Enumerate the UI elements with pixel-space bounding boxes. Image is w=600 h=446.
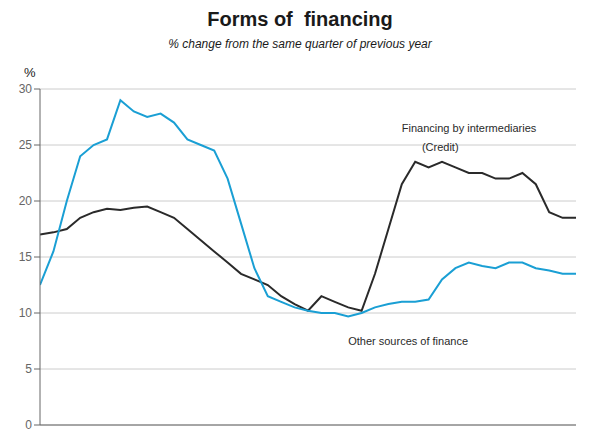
html-text:Forms of financing: Forms of financing: [207, 8, 393, 30]
svg-text:5: 5: [25, 362, 32, 376]
svg-text:0: 0: [25, 418, 32, 432]
svg-text:15: 15: [19, 250, 33, 264]
svg-text:Financing by intermediaries: Financing by intermediaries: [402, 122, 537, 134]
svg-text:25: 25: [19, 138, 33, 152]
svg-text:30: 30: [19, 82, 33, 96]
html-text:% change from the same quarter: % change from the same quarter of previo…: [168, 37, 432, 51]
svg-text:10: 10: [19, 306, 33, 320]
svg-text:(Credit): (Credit): [422, 141, 459, 153]
svg-text:20: 20: [19, 194, 33, 208]
svg-text:Other sources of finance: Other sources of finance: [348, 335, 468, 347]
